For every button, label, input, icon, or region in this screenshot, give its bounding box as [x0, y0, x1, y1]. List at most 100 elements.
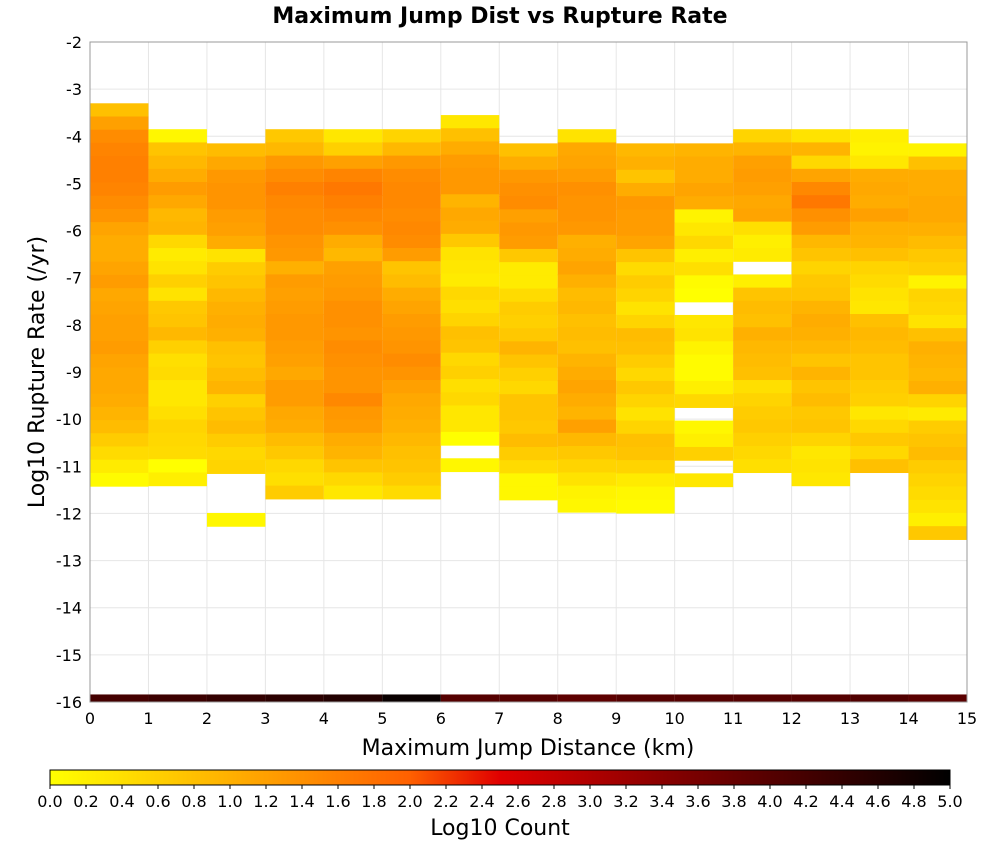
heatmap-cell — [908, 275, 967, 290]
heatmap-cell — [908, 248, 967, 263]
heatmap-cell — [733, 129, 792, 144]
heatmap-cell — [265, 300, 324, 315]
heatmap-cell — [791, 353, 851, 368]
heatmap-cell — [265, 234, 324, 249]
heatmap-cell — [148, 208, 207, 223]
heatmap-cell — [206, 394, 266, 408]
heatmap-cell — [382, 366, 441, 381]
heatmap-cell — [265, 314, 324, 328]
heatmap-cell — [908, 512, 967, 527]
x-tick-label: 13 — [840, 709, 860, 728]
heatmap-cell — [850, 221, 909, 236]
colorbar-tick-label: 5.0 — [937, 792, 962, 811]
heatmap-cell — [440, 194, 500, 209]
heatmap-cell — [499, 314, 558, 329]
bottom-band-cell — [265, 694, 324, 702]
heatmap-cell — [557, 446, 617, 460]
heatmap-cell — [674, 314, 734, 329]
heatmap-cell — [616, 473, 675, 488]
heatmap-cell — [440, 181, 500, 195]
heatmap-cell — [791, 274, 851, 289]
heatmap-cell — [850, 195, 909, 210]
heatmap-cell — [557, 248, 617, 262]
heatmap-cell — [382, 168, 441, 183]
heatmap-cell — [148, 353, 207, 368]
heatmap-cell — [206, 407, 266, 422]
heatmap-cell — [616, 182, 675, 197]
heatmap-cell — [206, 143, 266, 158]
heatmap-cell — [616, 288, 675, 303]
heatmap-cell — [323, 221, 383, 236]
heatmap-cell — [674, 248, 734, 263]
heatmap-cell — [791, 472, 851, 487]
heatmap-cell — [908, 209, 967, 224]
heatmap-cell — [440, 458, 500, 473]
heatmap-cell — [499, 222, 558, 237]
heatmap-cell — [206, 512, 266, 527]
heatmap-cell — [265, 168, 324, 183]
colorbar-tick-label: 4.2 — [793, 792, 818, 811]
y-tick-label: -13 — [56, 552, 82, 571]
heatmap-cell — [323, 353, 383, 368]
heatmap-cell — [265, 340, 324, 355]
heatmap-cell — [850, 234, 909, 249]
heatmap-cell — [557, 314, 617, 328]
heatmap-cell — [733, 300, 792, 315]
heatmap-cell — [440, 299, 500, 314]
heatmap-cell — [148, 406, 207, 421]
heatmap-cell — [90, 459, 149, 474]
heatmap-cell — [791, 446, 851, 460]
heatmap-cell — [206, 248, 266, 263]
heatmap-cell — [265, 432, 324, 447]
heatmap-cell — [908, 196, 967, 210]
heatmap-cell — [791, 366, 851, 381]
heatmap-cell — [382, 393, 441, 408]
heatmap-cell — [908, 341, 967, 356]
heatmap-cell — [674, 262, 734, 276]
colorbar-tick-label: 0.8 — [181, 792, 206, 811]
heatmap-cell — [323, 274, 383, 289]
heatmap-cell — [908, 354, 967, 369]
heatmap-cell — [908, 169, 967, 184]
bottom-band-cell — [791, 694, 851, 702]
heatmap-cell — [616, 196, 675, 210]
heatmap-cell — [674, 473, 734, 488]
heatmap-cell — [440, 379, 500, 393]
colorbar-tick-label: 3.2 — [613, 792, 638, 811]
heatmap-cell — [499, 328, 558, 342]
heatmap-cell — [499, 354, 558, 369]
heatmap-cell — [206, 341, 266, 356]
heatmap-cell — [616, 433, 675, 448]
heatmap-cell — [850, 274, 909, 289]
y-tick-label: -10 — [56, 410, 82, 429]
heatmap-cell — [440, 260, 500, 275]
heatmap-cell — [557, 340, 617, 355]
heatmap-cell — [440, 405, 500, 420]
heatmap-cell — [440, 339, 500, 354]
heatmap-cell — [557, 274, 617, 289]
bottom-band-cell — [440, 694, 500, 702]
heatmap-cell — [206, 380, 266, 395]
heatmap-cell — [908, 367, 967, 382]
colorbar-tick-label: 4.8 — [901, 792, 926, 811]
heatmap-cell — [674, 367, 734, 382]
heatmap-cell — [557, 459, 617, 474]
heatmap-cell — [557, 485, 617, 500]
heatmap-cells — [90, 103, 967, 702]
heatmap-cell — [674, 156, 734, 171]
colorbar-tick-label: 0.4 — [109, 792, 134, 811]
y-tick-label: -7 — [66, 269, 82, 288]
heatmap-cell — [206, 328, 266, 342]
heatmap-cell — [791, 314, 851, 328]
heatmap-cell — [616, 328, 675, 342]
heatmap-cell — [382, 274, 441, 289]
heatmap-cell — [90, 156, 149, 170]
heatmap-cell — [90, 446, 149, 461]
heatmap-cell — [791, 221, 851, 236]
heatmap-cell — [791, 195, 851, 210]
heatmap-cell — [382, 314, 441, 328]
heatmap-cell — [90, 380, 149, 395]
heatmap-cell — [265, 406, 324, 421]
heatmap-cell — [791, 234, 851, 249]
heatmap-cell — [557, 129, 617, 144]
